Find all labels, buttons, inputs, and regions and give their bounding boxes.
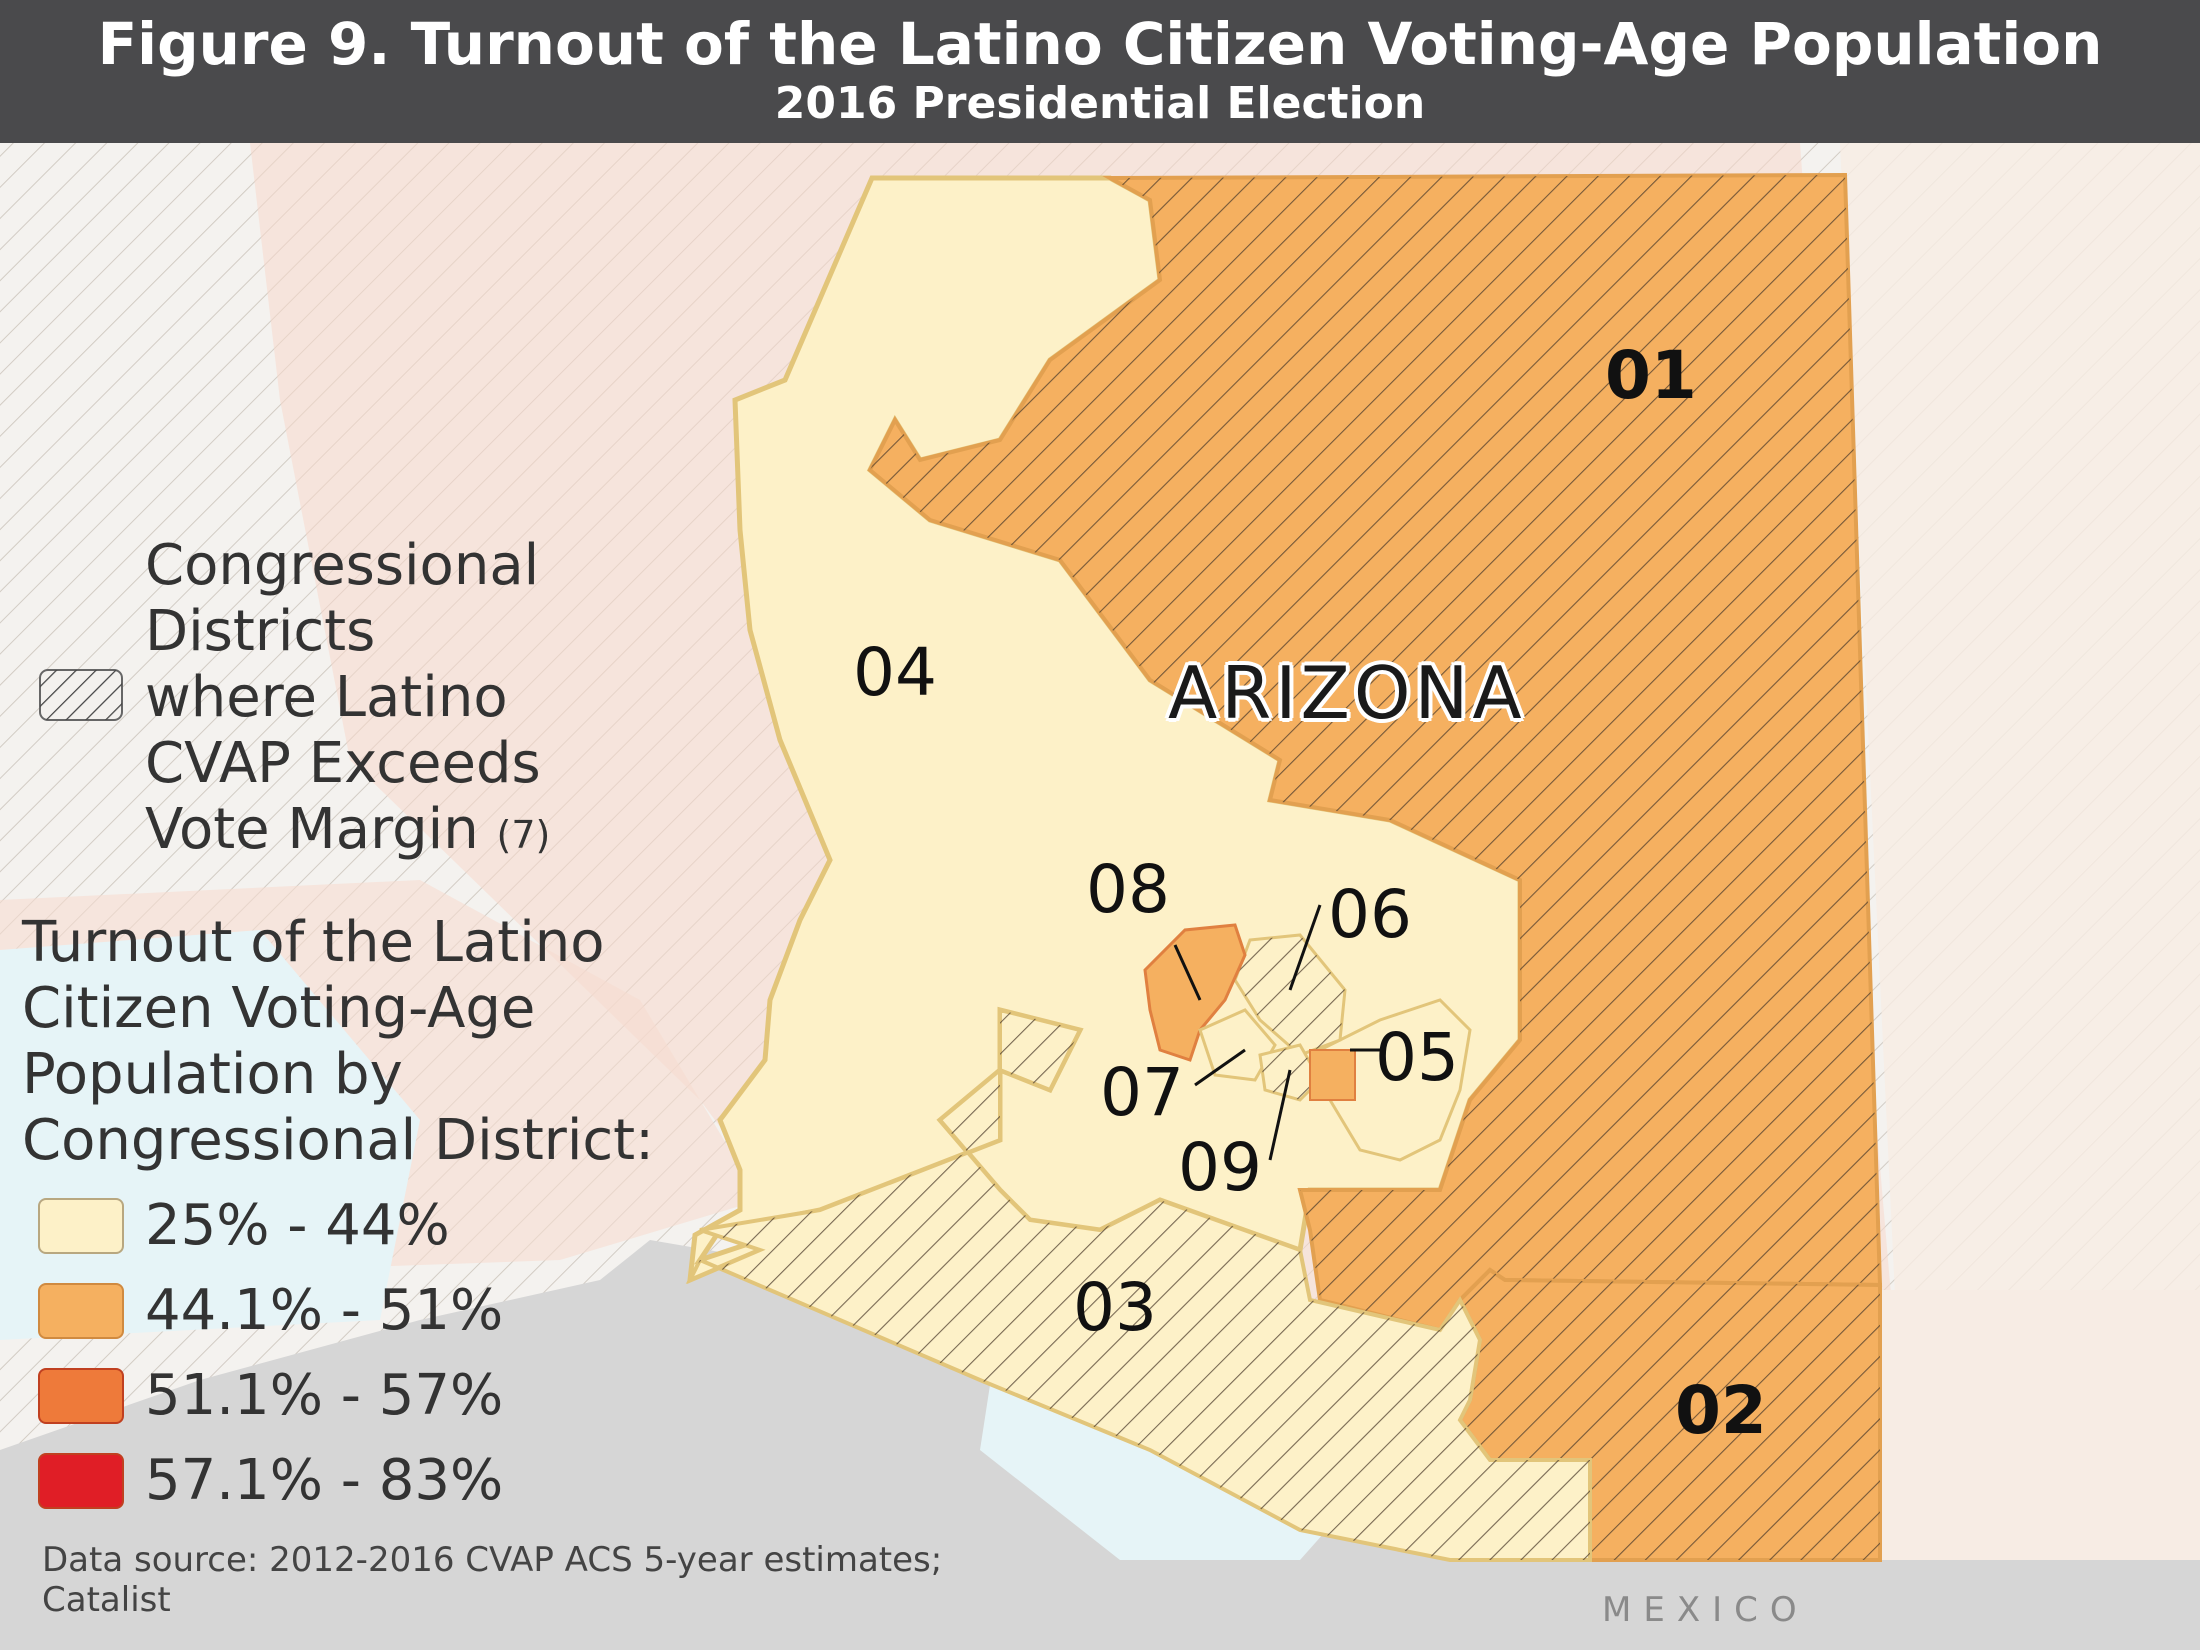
source-line-2: Catalist (42, 1580, 171, 1620)
legend-label-bin-1: 25% - 44% (145, 1193, 450, 1258)
district-label-09: 09 (1178, 1129, 1262, 1206)
data-source-note: Data source: 2012-2016 CVAP ACS 5-year e… (42, 1540, 942, 1620)
legend-swatch-bin-2 (38, 1283, 124, 1339)
state-label: ARIZONA (1168, 651, 1526, 735)
country-label: MEXICO (1602, 1590, 1809, 1630)
district-label-01: 01 (1605, 337, 1697, 414)
new-mexico-region (1840, 143, 2200, 1400)
district-05-polygon[interactable] (1318, 998, 1472, 1162)
source-line-1: Data source: 2012-2016 CVAP ACS 5-year e… (42, 1540, 943, 1580)
district-label-03: 03 (1073, 1269, 1157, 1346)
turnout-title-line-1: Turnout of the Latino (22, 910, 605, 975)
district-label-04: 04 (853, 634, 937, 711)
hatch-legend-line-4: CVAP Exceeds (145, 731, 541, 796)
arizona-district-map (0, 143, 2200, 1650)
district-03-hatch (690, 1010, 1590, 1560)
figure-title: Figure 9. Turnout of the Latino Citizen … (97, 10, 2103, 78)
district-06-hatch (1235, 935, 1345, 1055)
hatch-legend-swatch (39, 669, 123, 721)
leader-line-08 (1173, 944, 1202, 1001)
hatch-legend-line-5: Vote Margin (7) (145, 797, 550, 868)
legend-swatch-bin-3 (38, 1368, 124, 1424)
turnout-title-line-3: Population by (22, 1042, 403, 1107)
leader-line-09 (1268, 1069, 1292, 1161)
figure-header: Figure 9. Turnout of the Latino Citizen … (0, 0, 2200, 143)
figure-subtitle: 2016 Presidential Election (774, 78, 1426, 129)
hatch-legend-line-3: where Latino (145, 665, 508, 730)
district-label-05: 05 (1375, 1019, 1459, 1096)
district-label-06: 06 (1328, 876, 1412, 953)
hatch-count: (7) (496, 813, 551, 857)
district-01-hatch (870, 175, 1880, 1330)
turnout-legend-title: Turnout of the Latino Citizen Voting-Age… (22, 910, 654, 1174)
leader-line-06 (1288, 904, 1322, 991)
legend-label-bin-2: 44.1% - 51% (145, 1278, 504, 1343)
turnout-title-line-2: Citizen Voting-Age (22, 976, 536, 1041)
district-label-07: 07 (1100, 1054, 1184, 1131)
hatch-legend-line-2: Districts (145, 599, 376, 664)
legend-label-bin-4: 57.1% - 83% (145, 1448, 504, 1513)
hatch-legend-line-5-text: Vote Margin (145, 797, 479, 862)
legend-label-bin-3: 51.1% - 57% (145, 1363, 504, 1428)
legend-swatch-bin-1 (38, 1198, 124, 1254)
legend-swatch-bin-4 (38, 1453, 124, 1509)
turnout-title-line-4: Congressional District: (22, 1108, 654, 1173)
leader-line-07 (1194, 1048, 1246, 1087)
district-label-02: 02 (1675, 1372, 1767, 1449)
district-02-hatch (1460, 1270, 1880, 1560)
district-05-orange-patch (1309, 1049, 1356, 1101)
texas-region (1880, 1290, 2200, 1560)
district-label-08: 08 (1086, 851, 1170, 928)
hatch-legend-line-1: Congressional (145, 533, 540, 598)
hatch-legend-label: Congressional Districts where Latino CVA… (145, 533, 550, 868)
